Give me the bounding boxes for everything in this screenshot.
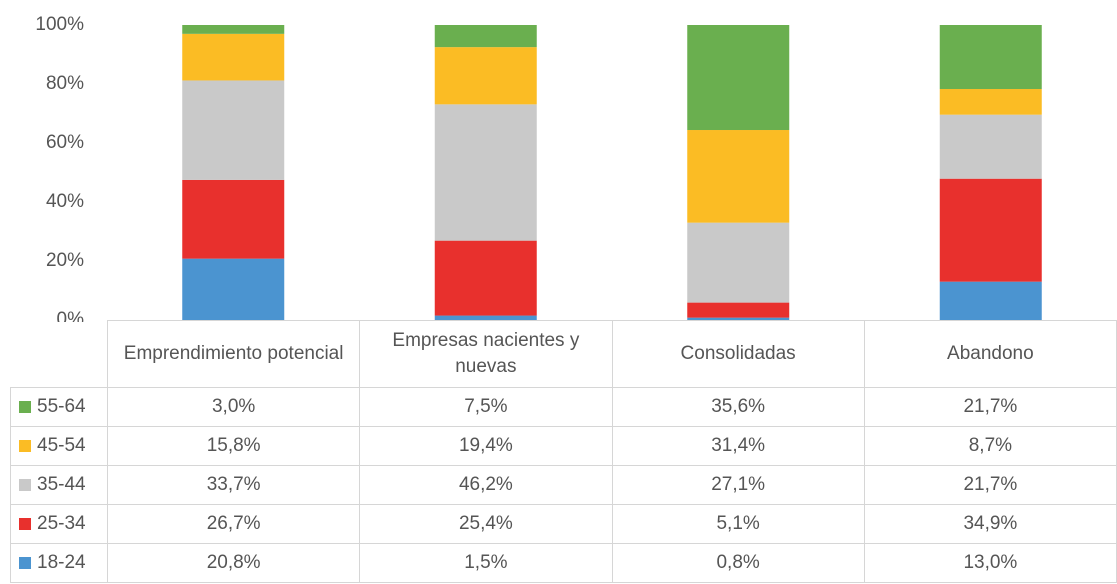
y-tick-label: 100% — [35, 14, 84, 35]
bar-segment — [939, 114, 1042, 179]
bar-segment — [687, 222, 790, 303]
y-tick-label: 40% — [46, 191, 84, 212]
bar-segment — [434, 315, 537, 320]
y-tick-label: 0% — [57, 309, 85, 322]
bar-segment — [182, 258, 285, 320]
legend-entry: 55-64 — [10, 387, 108, 427]
legend-swatch — [19, 478, 31, 491]
bar-segment — [182, 25, 285, 34]
data-label: 3,0% — [106, 387, 361, 427]
legend-swatch — [19, 556, 31, 569]
legend-label: 35-44 — [37, 474, 86, 495]
bar-segment — [434, 240, 537, 316]
data-label: 8,7% — [863, 426, 1117, 466]
data-row: 18-24 20,8% 1,5% 0,8% 13,0% — [10, 543, 1117, 583]
legend-entry: 35-44 — [10, 465, 108, 505]
bar-segment — [939, 281, 1042, 320]
data-label: 19,4% — [359, 426, 613, 466]
bar-segment — [687, 130, 790, 223]
data-label: 27,1% — [611, 465, 865, 505]
header-row: Emprendimiento potencial Empresas nacient… — [10, 320, 1117, 388]
data-label: 21,7% — [863, 387, 1117, 427]
chart: 0% 20% 40% 60% 80% 100% — [35, 14, 1042, 322]
data-label: 31,4% — [611, 426, 865, 466]
data-label: 7,5% — [359, 387, 613, 427]
bar-segment — [434, 104, 537, 241]
y-tick-label: 60% — [46, 132, 84, 153]
bar-segment — [939, 25, 1042, 90]
data-label: 34,9% — [863, 504, 1117, 544]
data-label: 33,7% — [106, 465, 361, 505]
y-tick-label: 80% — [46, 73, 84, 94]
bar-segment — [434, 47, 537, 105]
corner — [10, 320, 108, 388]
bar-segment — [687, 317, 790, 320]
legend-entry: 45-54 — [10, 426, 108, 466]
data-label: 13,0% — [863, 543, 1117, 583]
data-label: 1,5% — [359, 543, 613, 583]
bar-segment — [182, 80, 285, 180]
bar-segment — [182, 33, 285, 81]
legend-entry: 25-34 — [10, 504, 108, 544]
legend-label: 25-34 — [37, 513, 86, 534]
data-row: 55-64 3,0% 7,5% 35,6% 21,7% — [10, 387, 1117, 427]
data-label: 20,8% — [106, 543, 361, 583]
data-label: 21,7% — [863, 465, 1117, 505]
legend-label: 18-24 — [37, 552, 86, 573]
legend-label: 55-64 — [37, 396, 86, 417]
data-label: 15,8% — [106, 426, 361, 466]
data-label: 26,7% — [106, 504, 361, 544]
bar-segment — [687, 302, 790, 318]
data-row: 25-34 26,7% 25,4% 5,1% 34,9% — [10, 504, 1117, 544]
data-table: Emprendimiento potencial Empresas nacient… — [10, 320, 1117, 583]
x-tick-label: Abandono — [863, 320, 1117, 388]
x-tick-label: Consolidadas — [611, 320, 865, 388]
bar-segment — [939, 89, 1042, 115]
data-label: 0,8% — [611, 543, 865, 583]
legend-label: 45-54 — [37, 435, 86, 456]
legend-swatch — [19, 439, 31, 452]
legend-swatch — [19, 400, 31, 413]
data-label: 25,4% — [359, 504, 613, 544]
legend-swatch — [19, 517, 31, 530]
legend-entry: 18-24 — [10, 543, 108, 583]
bar-segment — [687, 25, 790, 131]
data-label: 5,1% — [611, 504, 865, 544]
bar-segment — [182, 179, 285, 259]
y-tick-label: 20% — [46, 250, 84, 271]
data-label: 35,6% — [611, 387, 865, 427]
data-label: 46,2% — [359, 465, 613, 505]
x-tick-label: Empresas nacientes y nuevas — [359, 320, 613, 388]
x-tick-label: Emprendimiento potencial — [106, 320, 361, 388]
data-row: 35-44 33,7% 46,2% 27,1% 21,7% — [10, 465, 1117, 505]
bar-segment — [434, 25, 537, 48]
bar-segment — [939, 178, 1042, 282]
data-row: 45-54 15,8% 19,4% 31,4% 8,7% — [10, 426, 1117, 466]
